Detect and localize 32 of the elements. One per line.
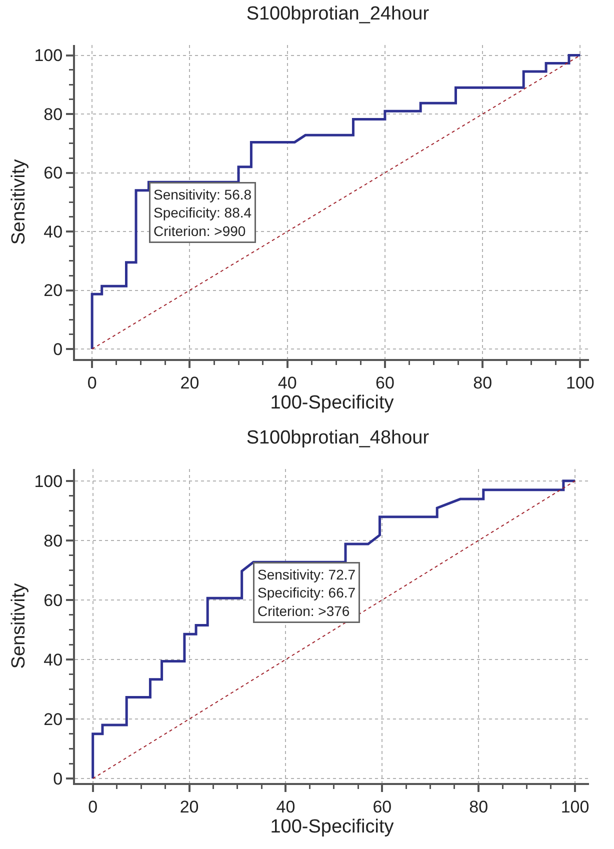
x-tick-label: 20	[180, 797, 199, 816]
y-tick-label: 0	[53, 769, 63, 788]
y-tick-label: 100	[34, 472, 63, 491]
x-tick-label: 80	[473, 373, 492, 392]
y-tick-label: 60	[44, 164, 63, 183]
x-axis-title: 100-Specificity	[270, 392, 394, 414]
y-axis-title: Sensitivity	[8, 158, 30, 245]
x-axis-title: 100-Specificity	[270, 816, 394, 838]
y-tick-label: 40	[44, 650, 63, 670]
chart-title: S100bprotian_48hour	[246, 428, 430, 449]
y-tick-label: 40	[44, 222, 63, 242]
y-tick-label: 20	[44, 281, 63, 300]
x-tick-label: 40	[276, 797, 296, 816]
y-tick-label: 0	[53, 340, 63, 359]
annotation: Sensitivity: 72.7 Specificity: 66.7 Criterion: >376	[258, 566, 356, 619]
y-axis-title: Sensitivity	[8, 582, 30, 669]
x-tick-label: 60	[376, 373, 394, 392]
y-tick-label: 60	[44, 590, 63, 610]
annotation: Sensitivity: 56.8 Specificity: 88.4 Criterion: >990	[154, 186, 252, 239]
x-tick-label: 100	[566, 373, 594, 392]
x-tick-label: 60	[372, 797, 392, 816]
x-tick-label: 0	[87, 373, 97, 392]
chart-title: S100bprotian_24hour	[246, 4, 430, 25]
y-tick-label: 80	[44, 104, 63, 124]
y-tick-label: 80	[44, 531, 63, 550]
y-tick-label: 20	[44, 710, 63, 729]
x-tick-label: 20	[180, 373, 200, 392]
y-tick-label: 100	[34, 46, 63, 66]
x-tick-label: 100	[560, 797, 590, 816]
x-tick-label: 40	[278, 373, 297, 392]
x-tick-label: 0	[88, 797, 98, 816]
x-tick-label: 80	[469, 797, 488, 816]
